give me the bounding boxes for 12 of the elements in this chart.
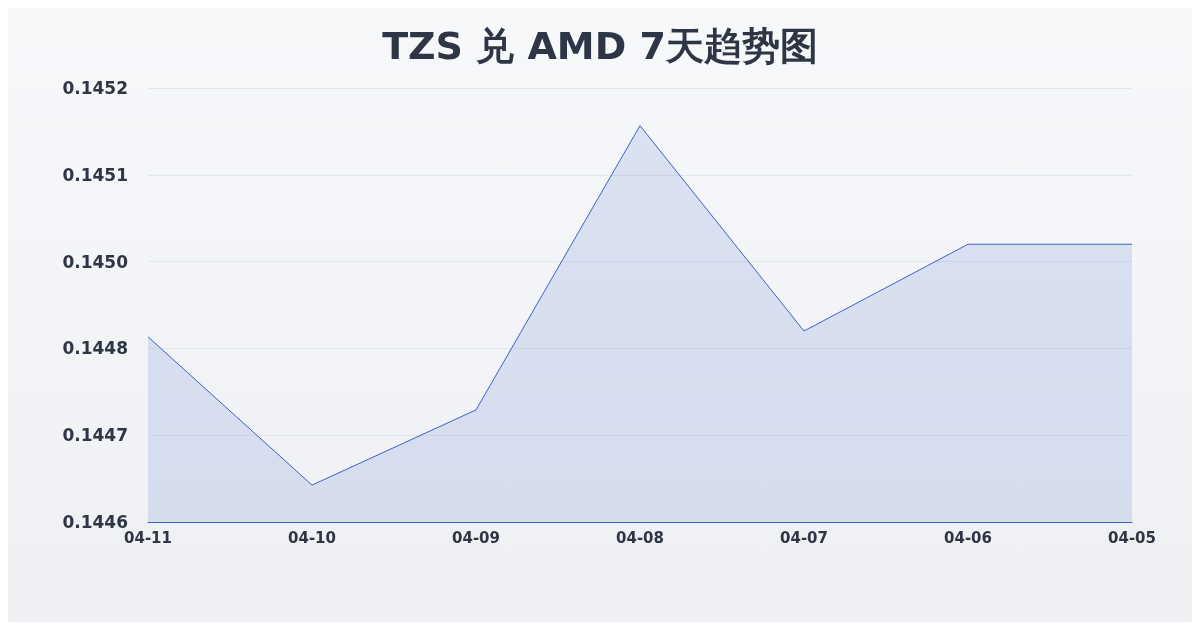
y-tick-label: 0.1448 bbox=[62, 338, 128, 359]
x-tick-label: 04-05 bbox=[1108, 528, 1156, 547]
y-tick-label: 0.1452 bbox=[62, 78, 128, 98]
x-tick-label: 04-08 bbox=[616, 528, 664, 547]
chart-title: TZS 兑 AMD 7天趋势图 bbox=[382, 24, 818, 68]
x-tick-label: 04-07 bbox=[780, 528, 828, 547]
x-tick-label: 04-06 bbox=[944, 528, 992, 547]
x-tick-label: 04-09 bbox=[452, 528, 500, 547]
x-tick-label: 04-10 bbox=[288, 528, 336, 547]
y-tick-label: 0.1450 bbox=[62, 251, 129, 272]
y-tick-label: 0.1447 bbox=[62, 425, 128, 446]
y-tick-label: 0.1451 bbox=[62, 164, 128, 185]
